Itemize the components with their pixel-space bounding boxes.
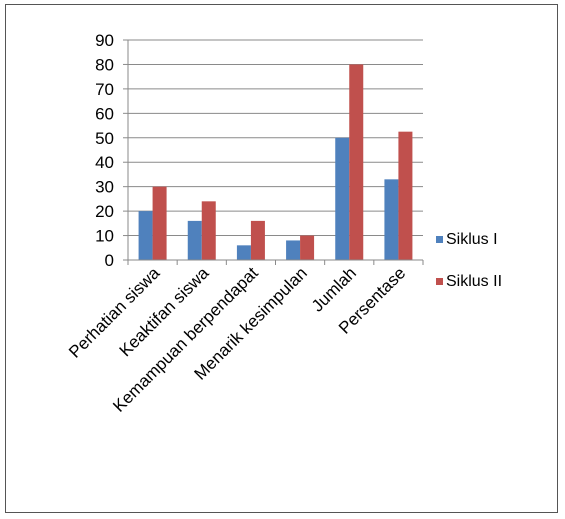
y-tick-label: 0	[105, 251, 114, 270]
y-tick-label: 50	[95, 129, 114, 148]
bar-siklus-i	[286, 240, 301, 260]
legend-swatch	[436, 278, 443, 285]
bar-siklus-ii	[152, 186, 167, 260]
bar-siklus-ii	[398, 131, 413, 260]
bar-siklus-ii	[250, 220, 265, 260]
bar-siklus-i	[138, 211, 153, 260]
bar-siklus-i	[187, 220, 202, 260]
bar-siklus-i	[384, 179, 399, 260]
y-axis-ticks: 0 10 20 30 40 50 60 70 80 90	[95, 31, 128, 270]
x-category-label: Keaktifan siswa	[116, 263, 213, 360]
bar-siklus-i	[335, 137, 350, 260]
bar-siklus-ii	[300, 235, 315, 260]
bar-siklus-ii	[201, 201, 216, 260]
y-tick-label: 70	[95, 80, 114, 99]
y-tick-label: 40	[95, 153, 114, 172]
legend-label: Siklus I	[446, 231, 498, 248]
y-tick-label: 60	[95, 104, 114, 123]
bar-siklus-ii	[349, 64, 364, 260]
legend-swatch	[436, 236, 443, 243]
y-tick-label: 10	[95, 227, 114, 246]
gridlines	[128, 39, 423, 237]
axes	[127, 40, 424, 265]
bar-siklus-i	[236, 245, 251, 260]
y-tick-label: 30	[95, 178, 114, 197]
y-tick-label: 20	[95, 202, 114, 221]
bars	[138, 64, 413, 260]
y-tick-label: 80	[95, 55, 114, 74]
y-tick-label: 90	[95, 31, 114, 50]
legend: Siklus I Siklus II	[436, 231, 502, 290]
legend-label: Siklus II	[446, 273, 502, 290]
